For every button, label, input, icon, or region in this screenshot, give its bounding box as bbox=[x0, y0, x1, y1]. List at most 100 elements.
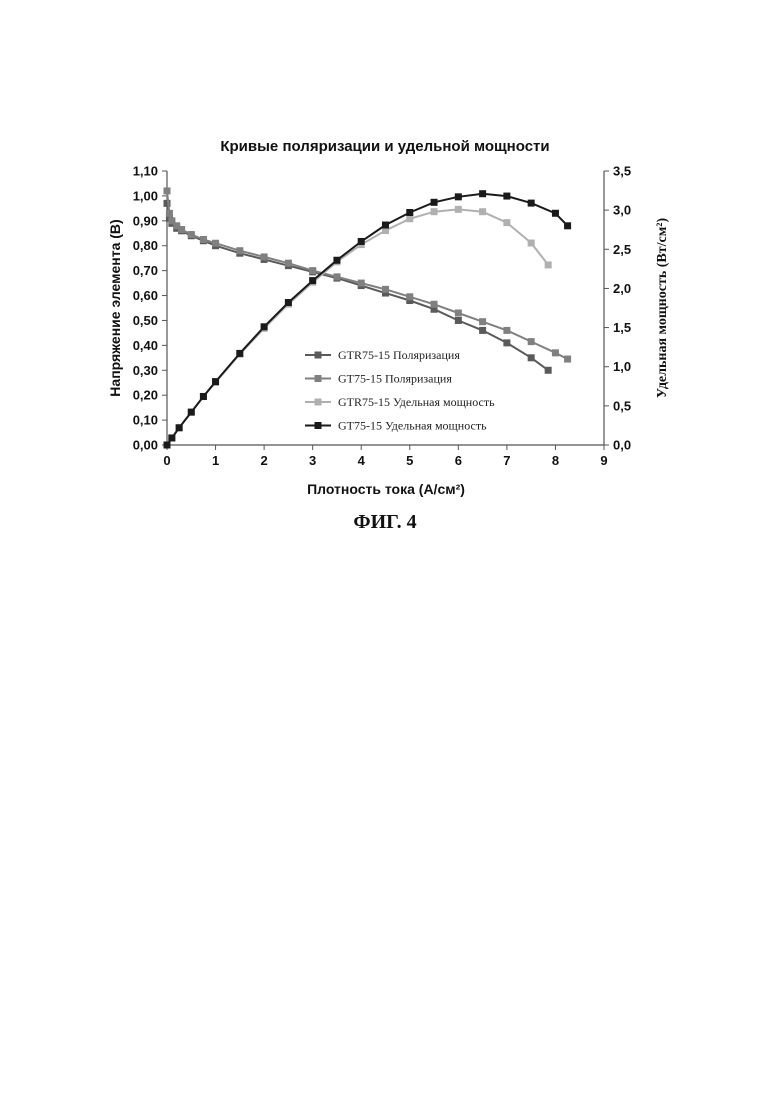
data-point bbox=[406, 293, 413, 300]
data-point bbox=[200, 393, 207, 400]
y-axis-label: Напряжение элемента (В) bbox=[107, 219, 123, 396]
y-tick-label: 0,70 bbox=[133, 263, 158, 278]
data-point bbox=[455, 309, 462, 316]
legend-swatch-marker bbox=[315, 352, 322, 359]
y2-axis-label: Удельная мощность (Вт/см²) bbox=[655, 218, 670, 399]
data-point bbox=[358, 238, 365, 245]
data-point bbox=[212, 240, 219, 247]
data-point bbox=[406, 215, 413, 222]
data-point bbox=[528, 354, 535, 361]
legend-entry-label: GTR75-15 Удельная мощность bbox=[338, 395, 495, 409]
x-tick-label: 8 bbox=[552, 453, 559, 468]
y2-tick-label: 3,0 bbox=[613, 203, 631, 218]
data-point bbox=[564, 222, 571, 229]
series-2 bbox=[164, 187, 572, 362]
data-point bbox=[503, 193, 510, 200]
data-point bbox=[236, 350, 243, 357]
data-point bbox=[178, 226, 185, 233]
data-point bbox=[188, 231, 195, 238]
data-point bbox=[552, 349, 559, 356]
y-tick-label: 1,00 bbox=[133, 188, 158, 203]
data-point bbox=[382, 222, 389, 229]
data-point bbox=[479, 190, 486, 197]
legend-entry-label: GT75-15 Поляризация bbox=[338, 372, 452, 386]
x-tick-label: 9 bbox=[600, 453, 607, 468]
y2-tick-label: 1,0 bbox=[613, 359, 631, 374]
data-point bbox=[528, 200, 535, 207]
x-tick-label: 2 bbox=[260, 453, 267, 468]
data-point bbox=[236, 247, 243, 254]
data-point bbox=[479, 318, 486, 325]
legend-swatch-marker bbox=[315, 375, 322, 382]
x-tick-label: 4 bbox=[358, 453, 366, 468]
data-point bbox=[333, 257, 340, 264]
data-point bbox=[285, 260, 292, 267]
x-tick-label: 6 bbox=[455, 453, 462, 468]
y2-tick-label: 2,0 bbox=[613, 281, 631, 296]
figure-caption: ФИГ. 4 bbox=[353, 511, 416, 533]
data-point bbox=[479, 208, 486, 215]
data-point bbox=[309, 277, 316, 284]
y2-tick-label: 2,5 bbox=[613, 242, 631, 257]
y-tick-label: 0,50 bbox=[133, 313, 158, 328]
data-point bbox=[382, 286, 389, 293]
y2-tick-label: 0,0 bbox=[613, 438, 631, 453]
chart-title: Кривые поляризации и удельной мощности bbox=[220, 138, 549, 155]
data-point bbox=[552, 210, 559, 217]
data-point bbox=[455, 193, 462, 200]
data-point bbox=[564, 356, 571, 363]
series-3 bbox=[164, 206, 552, 449]
x-tick-label: 7 bbox=[503, 453, 510, 468]
data-point bbox=[503, 219, 510, 226]
data-point bbox=[333, 273, 340, 280]
y-tick-label: 0,30 bbox=[133, 363, 158, 378]
data-point bbox=[455, 206, 462, 213]
y2-tick-label: 1,5 bbox=[613, 320, 631, 335]
y-tick-label: 1,10 bbox=[133, 164, 158, 179]
y-tick-label: 0,00 bbox=[133, 438, 158, 453]
data-point bbox=[431, 208, 438, 215]
data-point bbox=[200, 236, 207, 243]
data-point bbox=[528, 240, 535, 247]
data-point bbox=[168, 434, 175, 441]
x-tick-label: 0 bbox=[163, 453, 170, 468]
data-point bbox=[528, 338, 535, 345]
data-point bbox=[406, 209, 413, 216]
series-4 bbox=[164, 190, 572, 448]
y-tick-label: 0,60 bbox=[133, 288, 158, 303]
legend-entry-label: GT75-15 Удельная мощность bbox=[338, 419, 487, 433]
legend-swatch-marker bbox=[315, 399, 322, 406]
y-tick-label: 0,80 bbox=[133, 238, 158, 253]
data-point bbox=[503, 339, 510, 346]
x-tick-label: 1 bbox=[212, 453, 219, 468]
y-tick-label: 0,90 bbox=[133, 213, 158, 228]
data-point bbox=[166, 210, 173, 217]
data-point bbox=[164, 442, 171, 449]
y-tick-label: 0,20 bbox=[133, 388, 158, 403]
data-point bbox=[176, 424, 183, 431]
data-point bbox=[358, 280, 365, 287]
data-point bbox=[261, 323, 268, 330]
chart-legend: GTR75-15 Поляризация GT75-15 Поляризация G… bbox=[305, 348, 495, 433]
data-point bbox=[455, 317, 462, 324]
data-point bbox=[431, 199, 438, 206]
y-tick-label: 0,10 bbox=[133, 413, 158, 428]
x-tick-label: 5 bbox=[406, 453, 413, 468]
data-point bbox=[479, 327, 486, 334]
data-point bbox=[545, 367, 552, 374]
y2-tick-label: 0,5 bbox=[613, 398, 631, 413]
data-point bbox=[164, 187, 171, 194]
series-line bbox=[167, 203, 548, 370]
data-point bbox=[545, 261, 552, 268]
legend-entry-label: GTR75-15 Поляризация bbox=[338, 348, 460, 362]
data-point bbox=[285, 299, 292, 306]
x-axis-label: Плотность тока (А/см²) bbox=[307, 481, 465, 497]
data-point bbox=[261, 253, 268, 260]
data-point bbox=[503, 327, 510, 334]
data-point bbox=[188, 409, 195, 416]
legend-swatch-marker bbox=[315, 422, 322, 429]
y-tick-label: 0,40 bbox=[133, 338, 158, 353]
data-point bbox=[309, 267, 316, 274]
data-point bbox=[431, 301, 438, 308]
